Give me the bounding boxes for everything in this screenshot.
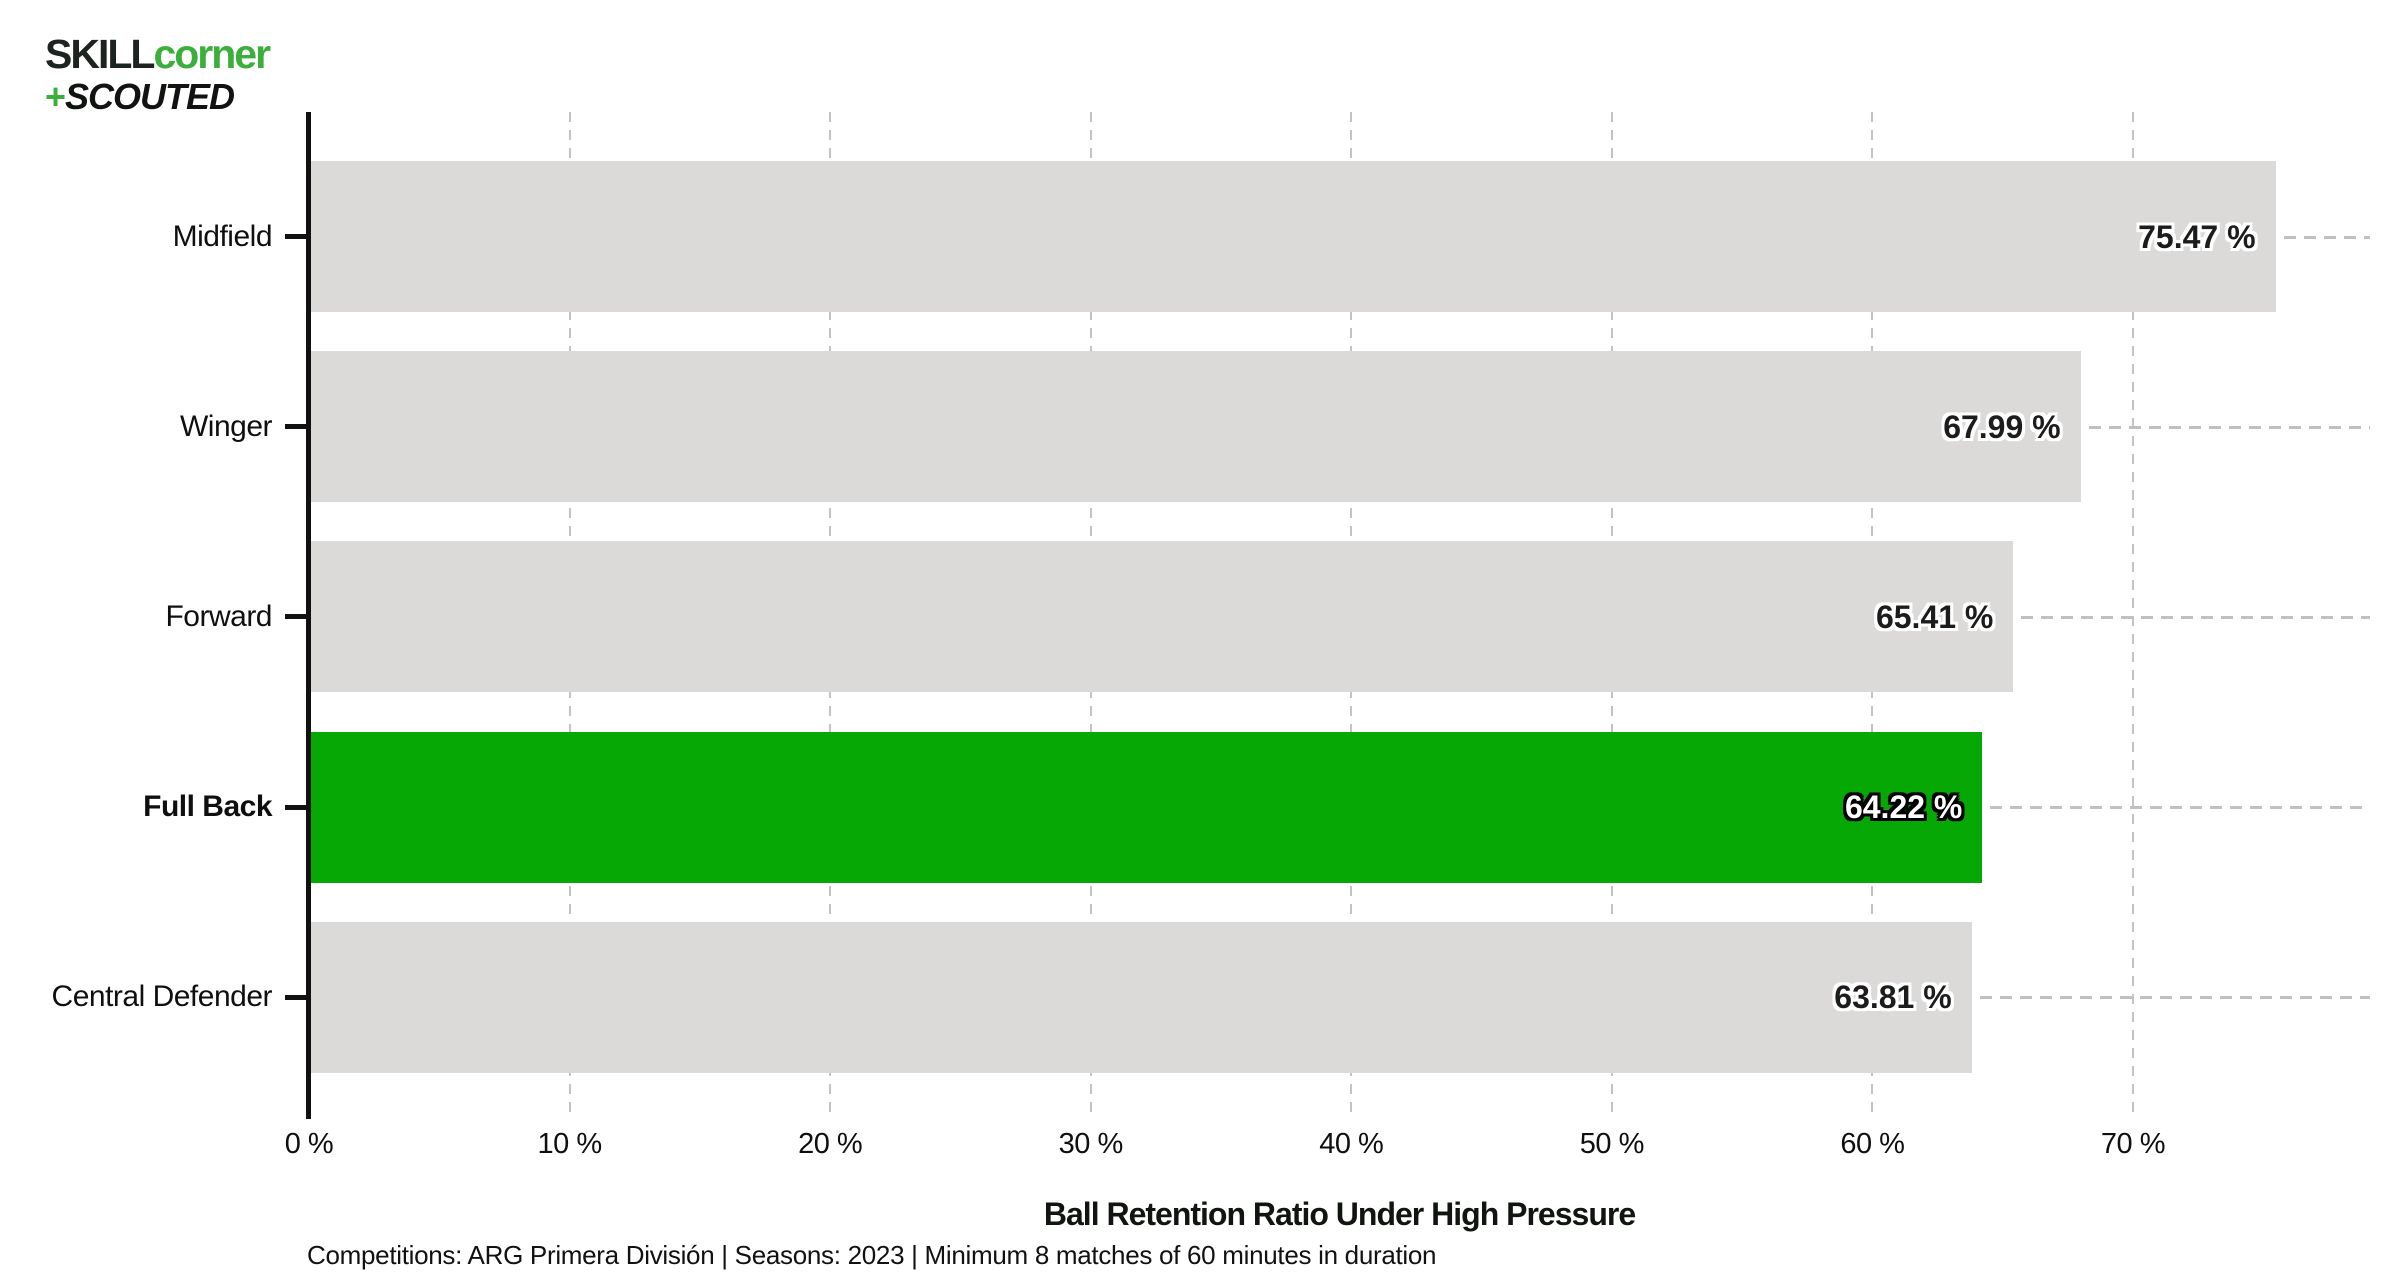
- category-label: Full Back: [143, 790, 272, 824]
- logo-line2: +SCOUTED: [45, 79, 269, 115]
- x-tick-label: 20 %: [798, 1128, 863, 1160]
- leader-line: [2088, 425, 2370, 429]
- x-tick-label: 40 %: [1319, 1128, 1384, 1160]
- y-axis-tick: [285, 804, 306, 810]
- logo-line1: SKILLcorner: [45, 31, 271, 77]
- leader-line: [1990, 806, 2370, 810]
- logo-plus-icon: +: [45, 76, 66, 117]
- x-tick-label: 30 %: [1058, 1128, 1124, 1160]
- footnote: Competitions: ARG Primera División | Sea…: [307, 1240, 1437, 1270]
- bar: [311, 161, 2276, 312]
- x-tick-label: 70 %: [2100, 1128, 2166, 1160]
- category-label: Midfield: [172, 219, 273, 253]
- bar-value-label: 75.47 %: [2138, 218, 2256, 255]
- category-label: Winger: [179, 409, 273, 443]
- category-label: Forward: [165, 599, 272, 633]
- x-tick-label: 0 %: [284, 1128, 334, 1160]
- x-axis-title: Ball Retention Ratio Under High Pressure: [1043, 1196, 1636, 1232]
- skillcorner-scouted-logo: SKILLcorner +SCOUTED: [45, 31, 271, 115]
- leader-line: [1979, 996, 2370, 1000]
- category-label: Central Defender: [51, 980, 273, 1014]
- x-tick-label: 50 %: [1579, 1128, 1645, 1160]
- y-axis-tick: [285, 614, 306, 620]
- bar: [311, 731, 1983, 883]
- bar: [311, 921, 1972, 1073]
- y-axis-tick: [285, 424, 306, 430]
- x-tick-label: 60 %: [1840, 1128, 1905, 1160]
- x-tick-label: 10 %: [537, 1128, 603, 1160]
- bar-value-label: 63.81 %: [1834, 979, 1952, 1016]
- leader-line: [2283, 235, 2370, 239]
- y-axis-tick: [285, 234, 306, 239]
- logo-skill-text: SKILL: [45, 31, 155, 77]
- bar-value-label: 67.99 %: [1943, 408, 2061, 445]
- gridline: [2131, 112, 2134, 1117]
- leader-line: [2021, 615, 2370, 619]
- bar: [311, 351, 2081, 503]
- bar: [311, 541, 2014, 693]
- bar-value-label: 64.22 %: [1844, 789, 1963, 826]
- logo-scouted-text: SCOUTED: [65, 76, 235, 117]
- y-axis-line: [306, 112, 311, 1119]
- y-axis-tick: [285, 994, 306, 1000]
- bar-value-label: 65.41 %: [1875, 598, 1994, 635]
- logo-corner-text: corner: [153, 31, 271, 77]
